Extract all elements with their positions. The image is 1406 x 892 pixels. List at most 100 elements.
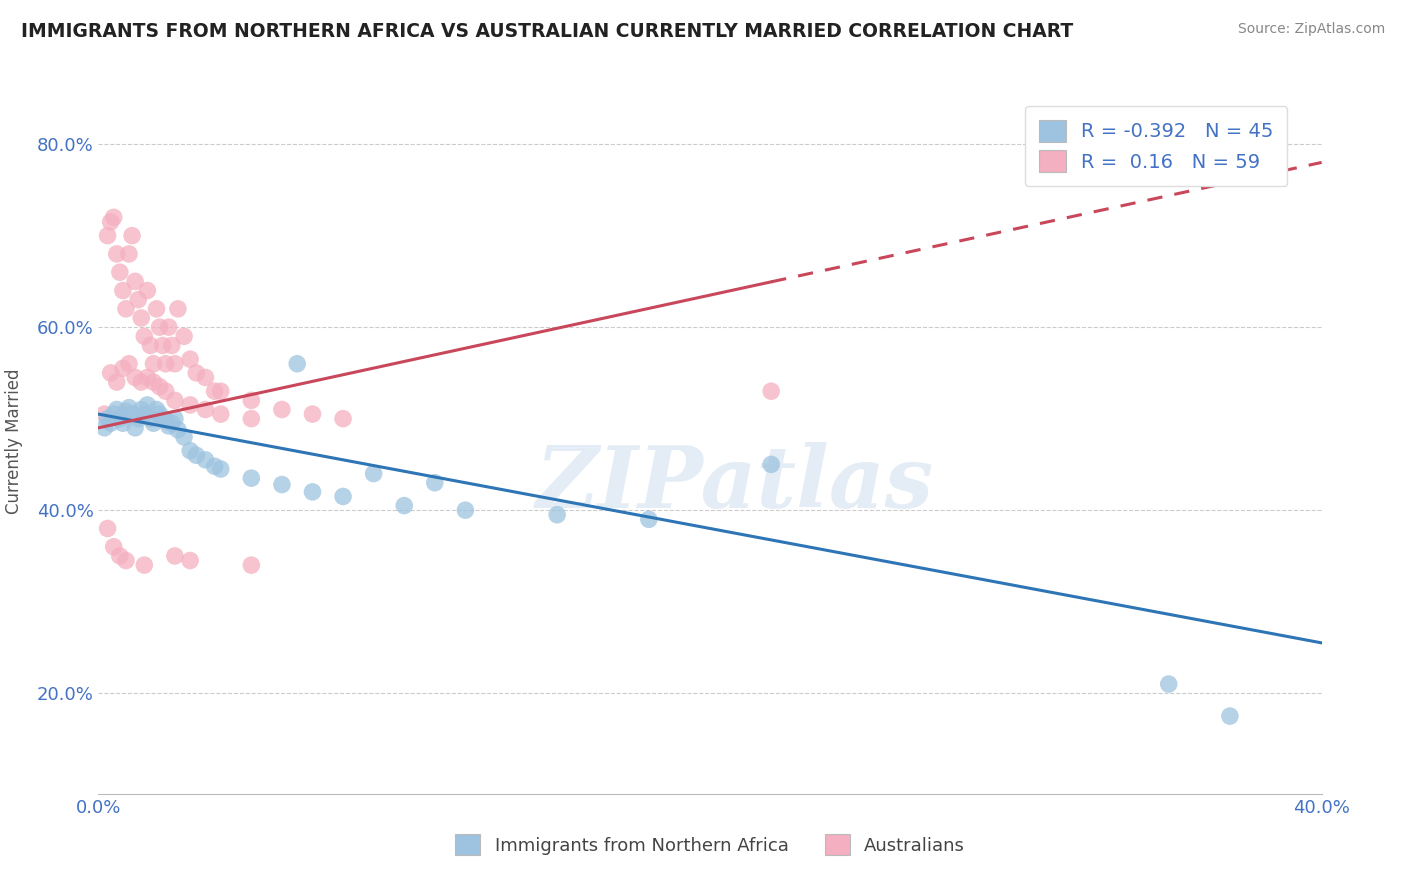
Point [93, 421, 115, 435]
Point [149, 320, 172, 334]
Point [136, 398, 159, 412]
Point [134, 558, 156, 573]
Point [105, 375, 128, 389]
Point [111, 416, 134, 430]
Point [97, 411, 120, 425]
Point [173, 329, 195, 343]
Point [194, 453, 217, 467]
Point [179, 352, 201, 367]
Y-axis label: Currently Married: Currently Married [4, 368, 22, 515]
Point [100, 416, 122, 430]
Text: ZIPatlas: ZIPatlas [536, 442, 934, 525]
Point [145, 301, 167, 316]
Point [759, 384, 782, 399]
Point [423, 475, 446, 490]
Point [145, 402, 167, 417]
Point [1157, 677, 1180, 691]
Point [134, 329, 156, 343]
Point [115, 301, 138, 316]
Point [392, 499, 416, 513]
Point [121, 228, 143, 243]
Point [363, 467, 385, 481]
Point [111, 284, 134, 298]
Point [270, 402, 292, 417]
Point [149, 407, 172, 421]
Point [167, 301, 190, 316]
Point [127, 411, 149, 425]
Point [139, 411, 162, 425]
Point [134, 407, 156, 421]
Point [179, 553, 201, 567]
Point [637, 512, 661, 526]
Point [157, 320, 180, 334]
Point [301, 484, 323, 499]
Point [157, 419, 180, 434]
Point [115, 404, 138, 418]
Point [155, 357, 177, 371]
Point [194, 370, 217, 384]
Point [97, 521, 120, 535]
Point [103, 540, 125, 554]
Text: IMMIGRANTS FROM NORTHERN AFRICA VS AUSTRALIAN CURRENTLY MARRIED CORRELATION CHAR: IMMIGRANTS FROM NORTHERN AFRICA VS AUSTR… [21, 22, 1073, 41]
Point [1219, 709, 1241, 723]
Point [186, 448, 208, 462]
Point [209, 407, 232, 421]
Point [454, 503, 477, 517]
Point [163, 411, 186, 425]
Point [163, 357, 186, 371]
Point [103, 407, 125, 421]
Point [152, 411, 174, 425]
Point [163, 393, 186, 408]
Point [285, 357, 308, 371]
Point [759, 458, 782, 472]
Point [179, 398, 201, 412]
Point [546, 508, 568, 522]
Point [105, 402, 128, 417]
Point [124, 370, 146, 384]
Point [129, 375, 152, 389]
Point [204, 384, 226, 399]
Point [124, 421, 146, 435]
Point [240, 411, 263, 425]
Point [121, 407, 143, 421]
Point [108, 411, 131, 425]
Point [93, 407, 115, 421]
Point [127, 293, 149, 307]
Point [163, 549, 186, 563]
Point [209, 384, 232, 399]
Point [136, 370, 159, 384]
Point [240, 393, 263, 408]
Point [129, 402, 152, 417]
Point [142, 375, 165, 389]
Point [179, 443, 201, 458]
Legend: Immigrants from Northern Africa, Australians: Immigrants from Northern Africa, Austral… [447, 827, 973, 863]
Point [186, 366, 208, 380]
Point [160, 416, 183, 430]
Point [194, 402, 217, 417]
Point [240, 471, 263, 485]
Point [167, 423, 190, 437]
Point [105, 247, 128, 261]
Point [332, 490, 354, 504]
Point [155, 384, 177, 399]
Point [115, 553, 138, 567]
Point [129, 310, 152, 325]
Point [332, 411, 354, 425]
Point [152, 338, 174, 352]
Point [155, 413, 177, 427]
Text: Source: ZipAtlas.com: Source: ZipAtlas.com [1237, 22, 1385, 37]
Point [204, 459, 226, 474]
Point [103, 211, 125, 225]
Point [108, 549, 131, 563]
Point [240, 558, 263, 573]
Point [118, 247, 141, 261]
Point [124, 274, 146, 288]
Point [118, 401, 141, 415]
Point [100, 215, 122, 229]
Point [97, 228, 120, 243]
Point [173, 430, 195, 444]
Point [136, 284, 159, 298]
Point [118, 357, 141, 371]
Point [149, 379, 172, 393]
Point [301, 407, 323, 421]
